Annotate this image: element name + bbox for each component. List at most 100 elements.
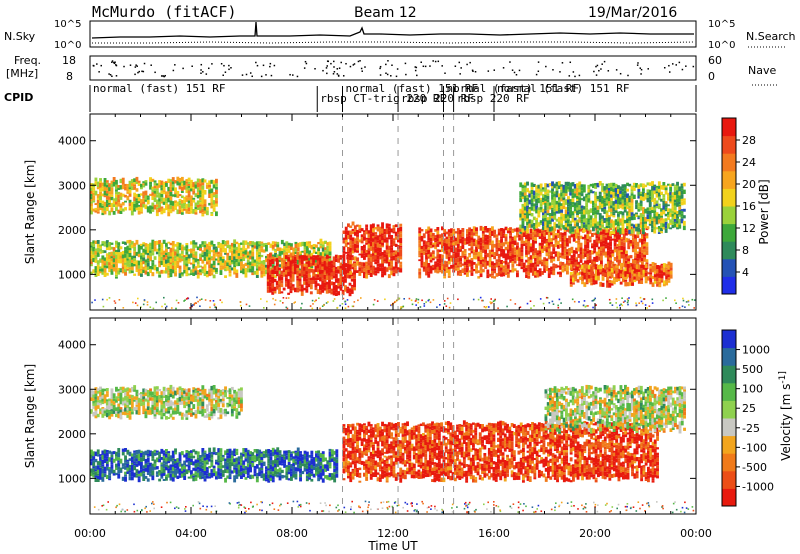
echo-cell <box>146 248 150 253</box>
echo-cell <box>356 257 359 261</box>
echo-cell <box>201 241 205 245</box>
echo-speckle <box>651 302 654 304</box>
echo-cell <box>518 234 522 238</box>
echo-cell <box>289 264 293 267</box>
echo-cell <box>105 243 109 248</box>
echo-cell <box>669 201 673 204</box>
echo-cell <box>194 266 198 271</box>
nave-point <box>172 69 175 72</box>
echo-cell <box>612 264 616 267</box>
echo-cell <box>598 227 602 231</box>
echo-cell <box>296 287 300 291</box>
echo-cell <box>523 198 527 203</box>
echo-speckle <box>213 303 216 305</box>
echo-cell <box>96 211 100 214</box>
echo-cell <box>294 261 297 264</box>
echo-cell <box>521 188 525 193</box>
echo-cell <box>637 208 641 212</box>
echo-cell <box>593 261 597 264</box>
echo-cell <box>585 227 589 230</box>
echo-cell <box>199 210 202 214</box>
echo-cell <box>108 411 112 416</box>
echo-cell <box>282 260 286 263</box>
echo-cell <box>137 193 141 197</box>
nave-point <box>386 73 389 76</box>
echo-cell <box>266 268 270 273</box>
echo-cell <box>124 272 127 276</box>
echo-cell <box>374 243 378 249</box>
echo-cell <box>105 405 109 410</box>
echo-cell <box>479 254 483 260</box>
echo-cell <box>128 199 132 203</box>
echo-cell <box>528 190 532 194</box>
echo-cell <box>523 185 527 188</box>
echo-cell <box>667 223 670 227</box>
echo-cell <box>509 246 512 252</box>
echo-cell <box>463 267 467 273</box>
echo-cell <box>99 180 102 183</box>
echo-cell <box>178 242 182 248</box>
echo-cell <box>588 239 592 243</box>
cpid-segment-label: normal (fast) 151 RF <box>447 82 579 95</box>
echo-cell <box>639 213 643 218</box>
echo-cell <box>598 191 602 195</box>
echo-cell <box>597 256 601 261</box>
echo-cell <box>121 401 125 406</box>
echo-cell <box>651 269 655 273</box>
echo-cell <box>385 237 389 240</box>
echo-cell <box>149 388 152 392</box>
echo-cell <box>495 242 499 246</box>
echo-cell <box>585 218 589 221</box>
echo-cell <box>639 217 643 222</box>
echo-cell <box>500 273 503 277</box>
echo-cell <box>96 388 100 391</box>
echo-cell <box>491 268 494 271</box>
echo-cell <box>178 273 182 278</box>
echo-cell <box>450 258 453 262</box>
echo-cell <box>180 183 184 187</box>
echo-cell <box>525 234 528 240</box>
echo-cell <box>271 254 275 258</box>
echo-cell <box>660 208 663 212</box>
echo-cell <box>283 249 287 253</box>
echo-cell <box>653 207 657 211</box>
echo-cell <box>219 252 223 257</box>
echo-cell <box>475 239 478 245</box>
echo-cell <box>262 264 266 268</box>
echo-cell <box>376 228 380 232</box>
echo-cell <box>174 410 177 415</box>
echo-cell <box>292 247 296 252</box>
echo-cell <box>199 269 202 273</box>
echo-cell <box>556 265 560 268</box>
echo-cell <box>135 188 139 192</box>
echo-cell <box>110 396 114 400</box>
echo-cell <box>258 254 262 257</box>
echo-cell <box>578 219 582 223</box>
nave-point <box>230 67 232 69</box>
echo-cell <box>612 186 616 189</box>
echo-cell <box>613 270 617 274</box>
echo-cell <box>174 187 177 193</box>
echo-cell <box>260 260 264 264</box>
echo-cell <box>532 203 536 207</box>
echo-cell <box>246 257 250 260</box>
echo-cell <box>378 267 382 272</box>
echo-cell <box>110 196 114 201</box>
echo-cell <box>441 258 444 263</box>
echo-cell <box>291 263 295 267</box>
echo-cell <box>176 392 180 395</box>
echo-cell <box>567 199 570 203</box>
echo-cell <box>271 279 275 284</box>
echo-cell <box>418 250 422 256</box>
echo-cell <box>475 268 478 271</box>
noise-panel: N.Sky N.Search 10^5 10^0 10^5 10^0 <box>4 19 796 51</box>
echo-cell <box>105 388 109 392</box>
echo-cell <box>582 224 586 228</box>
echo-cell <box>96 187 100 190</box>
echo-cell <box>491 261 494 265</box>
echo-cell <box>99 248 102 252</box>
echo-speckle <box>410 299 413 302</box>
echo-cell <box>456 239 460 244</box>
echo-cell <box>573 223 577 227</box>
echo-cell <box>196 187 200 193</box>
